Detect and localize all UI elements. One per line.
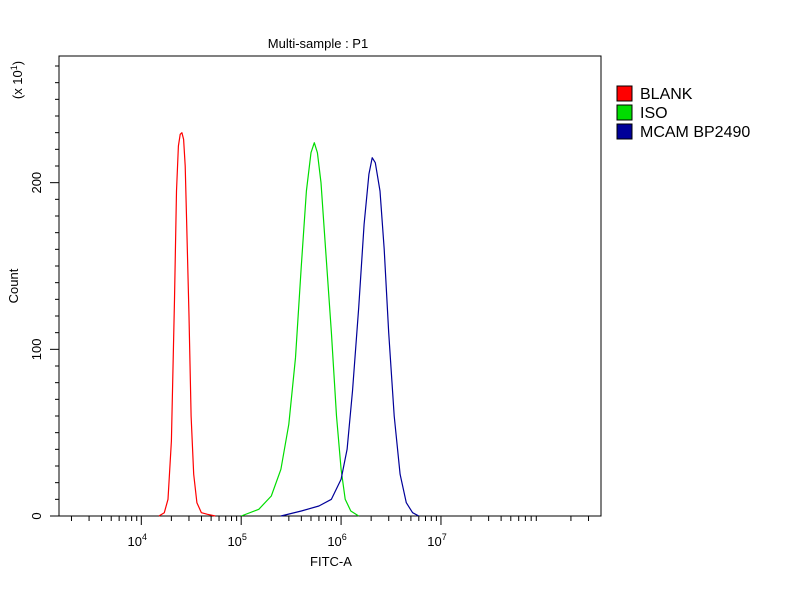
- x-tick-label-1: 105: [227, 532, 246, 549]
- x-tick-label-0: 104: [128, 532, 147, 549]
- legend-swatch-iso: [616, 104, 633, 121]
- y-axis-label: Count: [6, 268, 21, 303]
- chart-title: Multi-sample : P1: [268, 36, 368, 51]
- legend-label-mcam-bp2490: MCAM BP2490: [640, 124, 750, 141]
- y-axis-multiplier: (x 101): [9, 61, 25, 99]
- legend: BLANK ISO MCAM BP2490: [616, 85, 750, 141]
- series-line-blank: [158, 132, 216, 517]
- axes: 104 105 106 107 0 100 200: [29, 65, 590, 549]
- legend-label-iso: ISO: [640, 105, 668, 122]
- x-tick-label-2: 106: [327, 532, 346, 549]
- plot-area: [158, 132, 420, 517]
- series-line-mcam-bp2490: [280, 157, 420, 517]
- y-tick-label-1: 100: [29, 338, 44, 360]
- legend-label-blank: BLANK: [640, 86, 693, 103]
- plot-frame: [58, 55, 602, 517]
- x-axis-label: FITC-A: [310, 554, 352, 569]
- legend-swatch-mcam-bp2490: [616, 123, 633, 140]
- y-tick-label-2: 200: [29, 172, 44, 194]
- series-line-iso: [240, 142, 360, 517]
- legend-swatch-blank: [616, 85, 633, 102]
- y-tick-label-0: 0: [29, 512, 44, 519]
- x-tick-label-3: 107: [427, 532, 446, 549]
